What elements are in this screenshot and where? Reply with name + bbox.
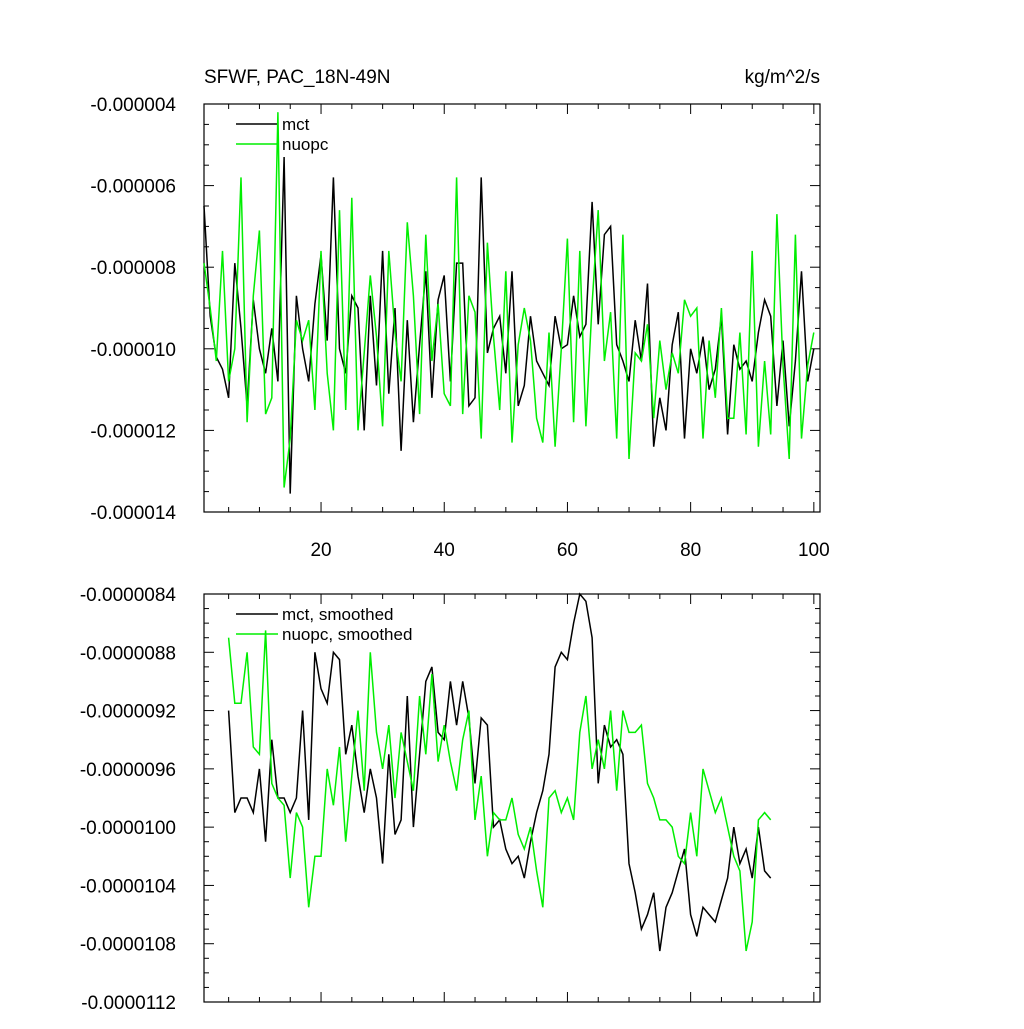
panel-title: SFWF, PAC_18N-49N [204,67,391,88]
y-tick-label: -0.0000104 [80,876,177,897]
legend-label: nuopc, smoothed [282,625,412,644]
y-tick-label: -0.000014 [90,503,176,524]
series-line-nuopc [203,112,815,488]
series-line-mct [203,156,815,494]
y-tick-label: -0.0000088 [80,643,176,664]
x-tick-label: 100 [798,540,830,561]
panel-top: SFWF, PAC_18N-49N kg/m^2/s -0.000004 -0.0… [90,67,829,561]
y-tick-label: -0.0000108 [80,935,176,956]
x-tick-label: 60 [557,540,578,561]
y-tick-label: -0.0000092 [80,702,176,723]
panel-units: kg/m^2/s [745,67,820,88]
y-tick-label: -0.000010 [90,340,176,361]
legend-label: mct, smoothed [282,605,394,624]
y-tick-label: -0.000006 [90,177,176,198]
y-tick-label: -0.000008 [90,258,176,279]
y-tick-label: -0.0000100 [80,818,176,839]
y-tick-label: -0.0000112 [81,993,176,1014]
y-tick-label: -0.000004 [90,95,176,116]
x-tick-label: 80 [680,540,701,561]
panel-bottom: -0.0000084 -0.0000088 -0.0000092 -0.0000096… [80,585,821,1014]
legend-label: mct [282,115,310,134]
x-tick-label: 20 [310,540,331,561]
series-line-nuopc [227,630,772,952]
y-tick-label: -0.0000084 [80,585,177,606]
x-tick-label: 40 [434,540,455,561]
y-tick-label: -0.000012 [90,421,176,442]
y-tick-label: -0.0000096 [80,760,176,781]
legend-label: nuopc [282,135,329,154]
